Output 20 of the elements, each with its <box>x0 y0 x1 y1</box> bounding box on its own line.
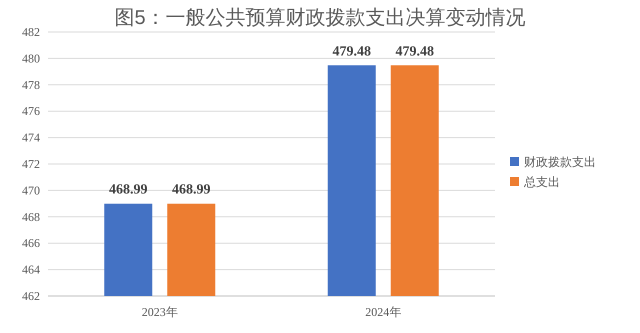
data-label: 468.99 <box>109 182 148 198</box>
data-label: 479.48 <box>396 44 434 60</box>
legend-label: 财政拨款支出 <box>524 155 596 169</box>
x-tick-label: 2023年 <box>142 305 178 319</box>
y-tick-label: 482 <box>22 25 40 39</box>
data-label: 479.48 <box>332 44 371 60</box>
y-tick-label: 478 <box>22 78 40 92</box>
chart-title: 图5：一般公共预算财政拨款支出决算变动情况 <box>114 7 526 29</box>
y-tick-label: 480 <box>22 51 40 66</box>
x-tick-label: 2024年 <box>365 305 402 319</box>
y-tick-label: 464 <box>22 262 40 277</box>
y-tick-label: 472 <box>22 157 40 171</box>
y-tick-label: 476 <box>22 104 40 118</box>
y-tick-label: 470 <box>22 183 40 198</box>
y-tick-label: 474 <box>22 130 40 145</box>
y-tick-label: 468 <box>22 210 40 224</box>
legend-label: 总支出 <box>523 175 560 189</box>
y-tick-label: 466 <box>22 236 40 250</box>
data-label: 468.99 <box>172 182 210 198</box>
y-tick-label: 462 <box>22 289 40 303</box>
